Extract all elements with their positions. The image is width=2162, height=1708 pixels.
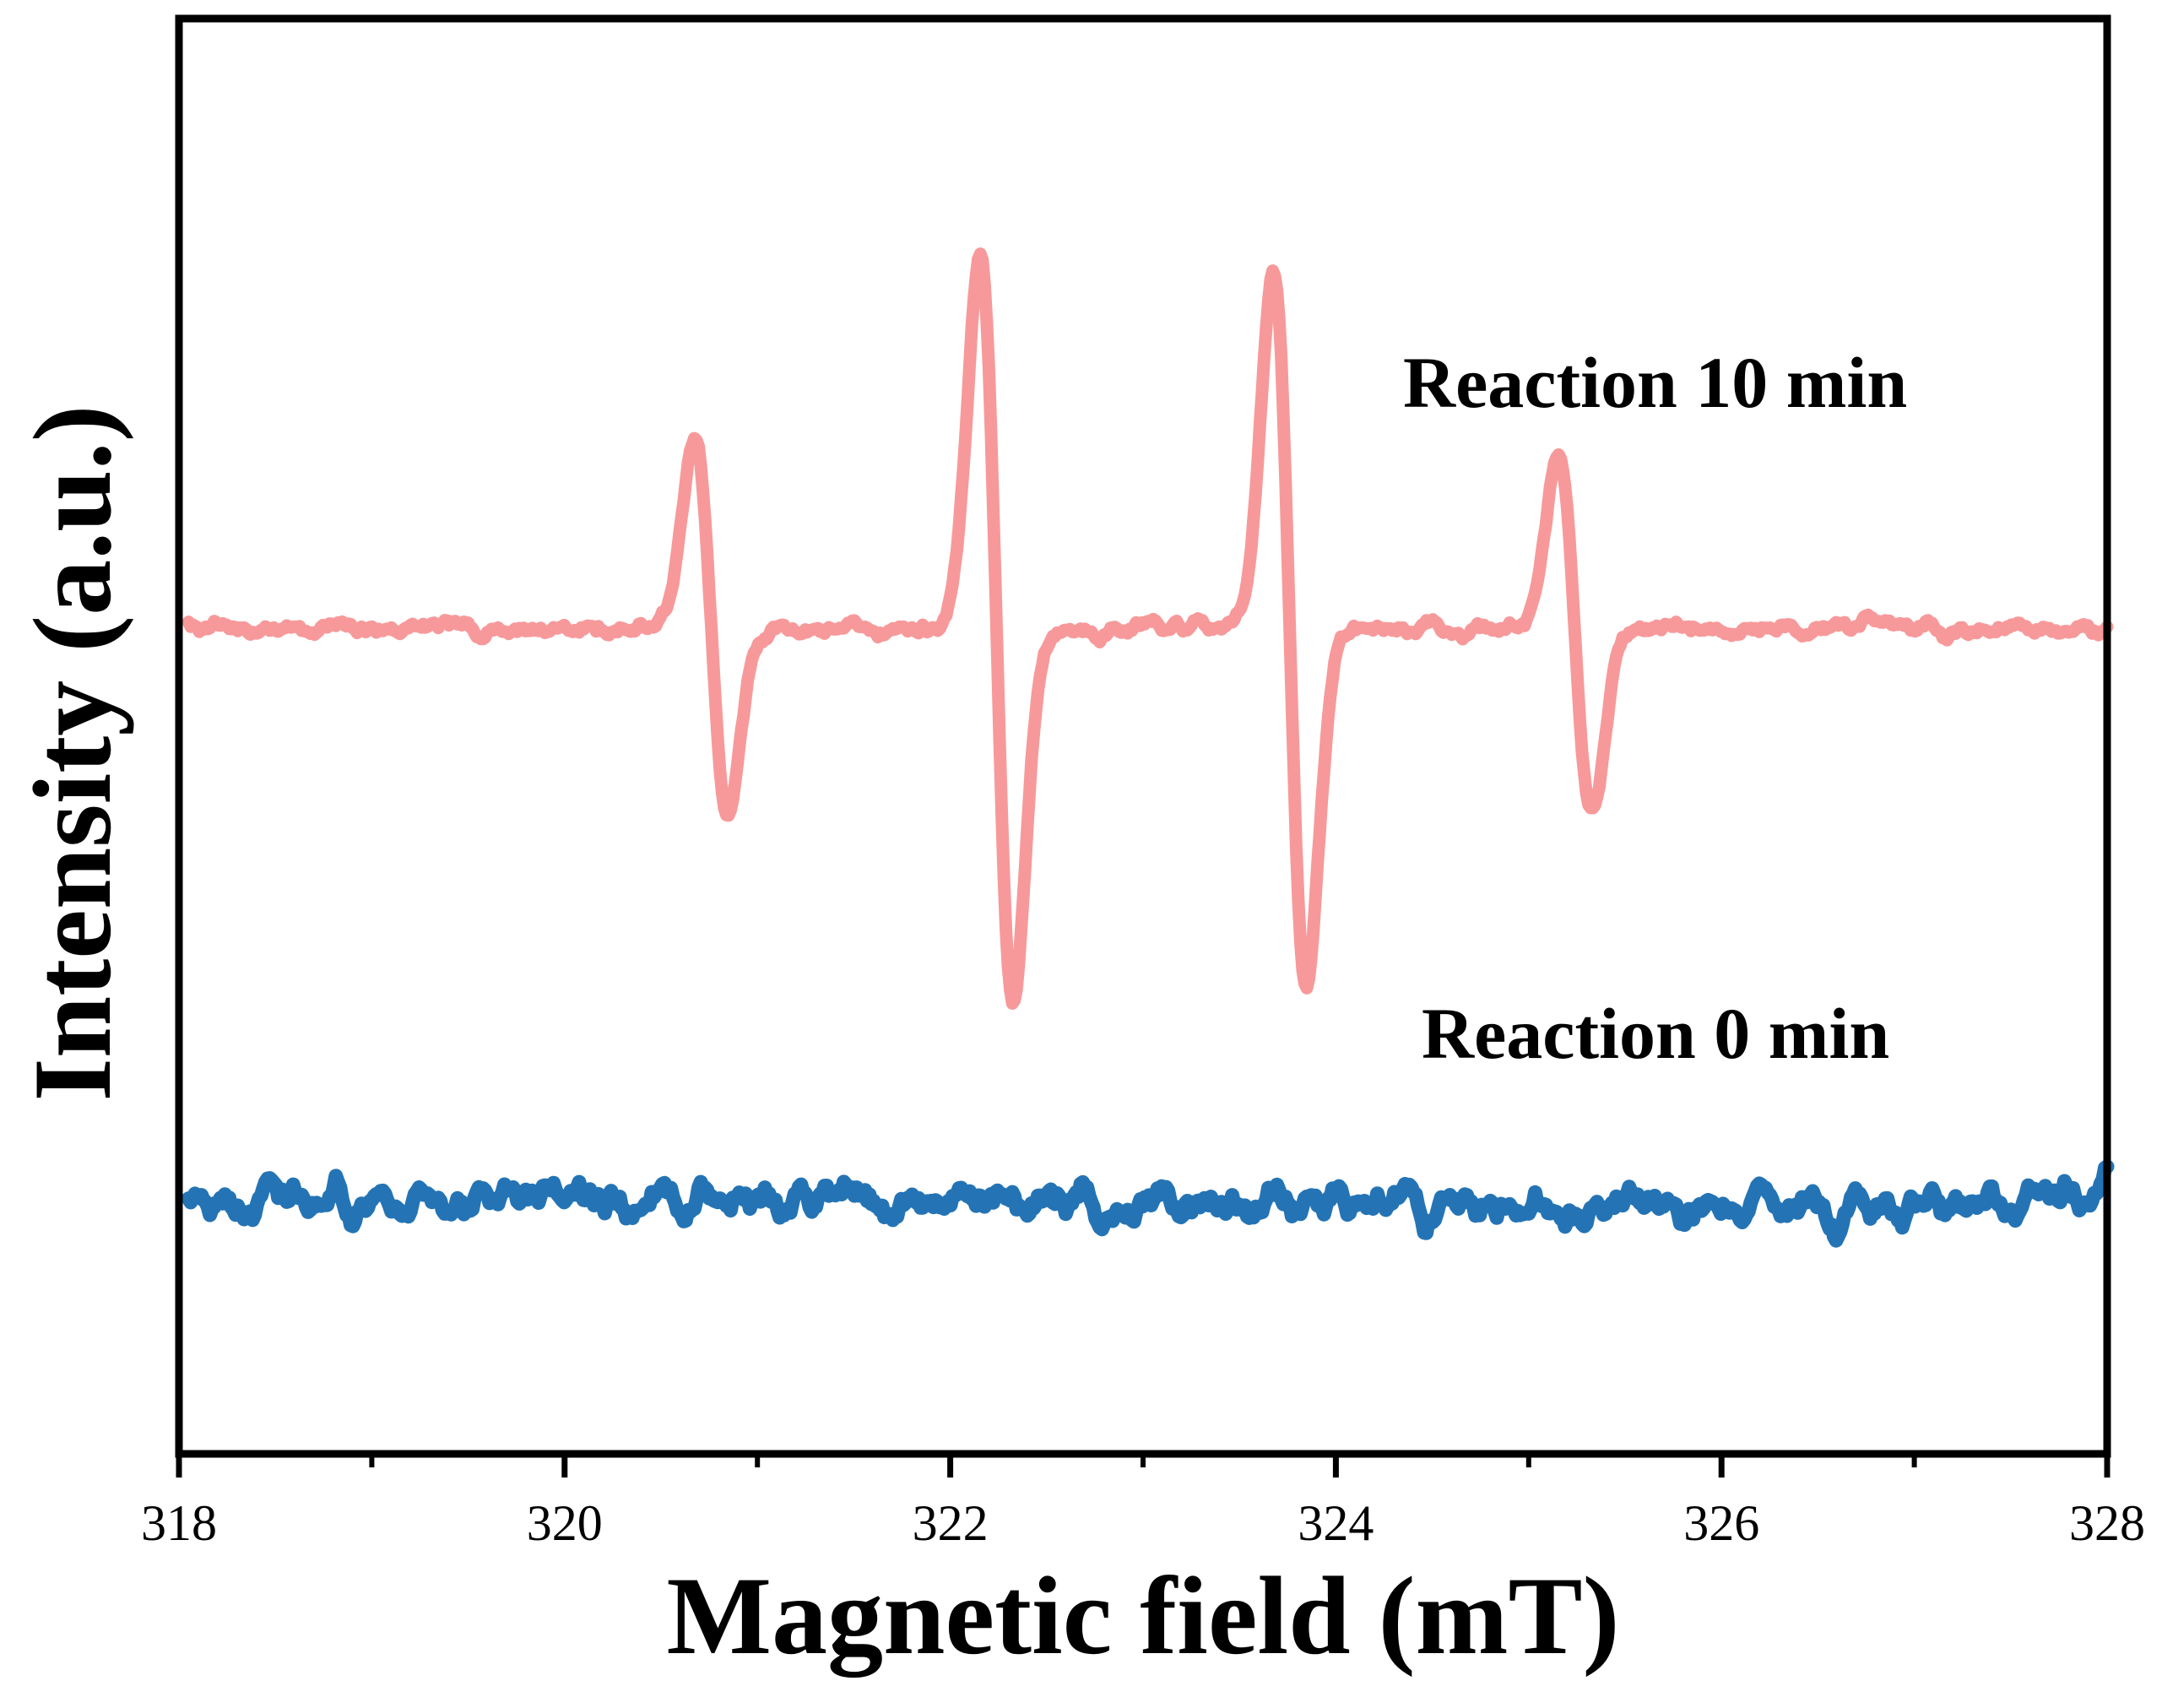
x-axis-ticks: 318 320 322 324 326 328: [141, 1454, 2145, 1551]
series-line-reaction-10-min: [182, 247, 2114, 1010]
y-axis-title: Intensity (a.u.): [10, 404, 134, 1101]
x-tick-label: 326: [1683, 1495, 1759, 1551]
x-tick-label: 328: [2069, 1495, 2145, 1551]
series-label-reaction-0-min: Reaction 0 min: [1422, 993, 1889, 1074]
x-tick-label: 322: [913, 1495, 989, 1551]
x-tick-label: 320: [527, 1495, 603, 1551]
x-tick-label: 318: [141, 1495, 217, 1551]
series-label-reaction-10-min: Reaction 10 min: [1403, 342, 1907, 423]
series-line-reaction-0-min: [181, 1159, 2115, 1248]
plot-frame: [175, 14, 2111, 1458]
x-axis-title: Magnetic field (mT): [666, 1553, 1619, 1678]
series-layer: [181, 247, 2115, 1248]
x-tick-label: 324: [1298, 1495, 1374, 1551]
